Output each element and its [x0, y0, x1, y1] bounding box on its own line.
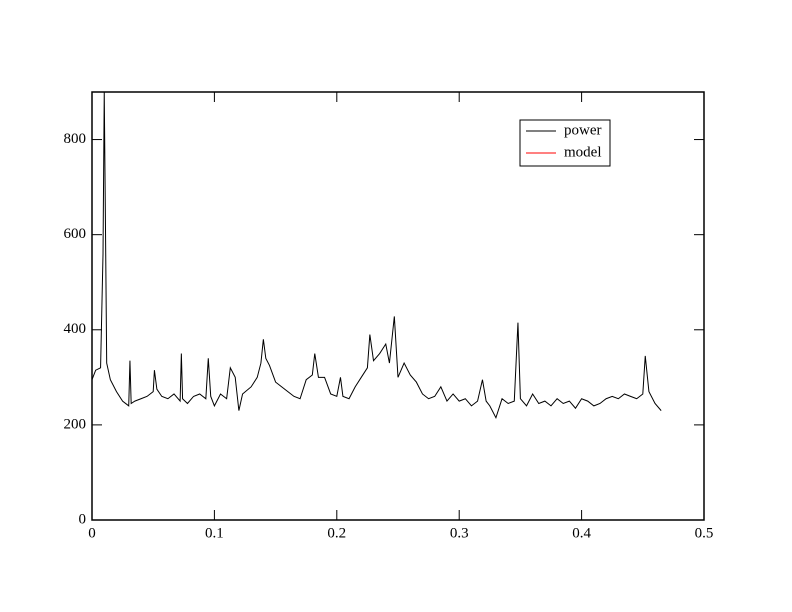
x-tick-label: 0.2: [327, 525, 346, 541]
legend-label: power: [564, 122, 602, 138]
plot-frame: [91, 91, 705, 521]
legend-label: model: [564, 144, 602, 160]
x-tick-label: 0.3: [450, 525, 469, 541]
y-tick-label: 800: [64, 131, 87, 147]
series-line: [91, 91, 662, 420]
y-tick-label: 600: [64, 226, 87, 242]
x-tick-label: 0.5: [695, 525, 714, 541]
x-tick-label: 0: [88, 525, 96, 541]
y-tick-label: 0: [79, 511, 87, 527]
legend-box: [519, 119, 611, 167]
y-tick-label: 200: [64, 416, 87, 432]
y-tick-label: 400: [64, 321, 87, 337]
x-tick-label: 0.1: [205, 525, 224, 541]
x-tick-label: 0.4: [572, 525, 591, 541]
